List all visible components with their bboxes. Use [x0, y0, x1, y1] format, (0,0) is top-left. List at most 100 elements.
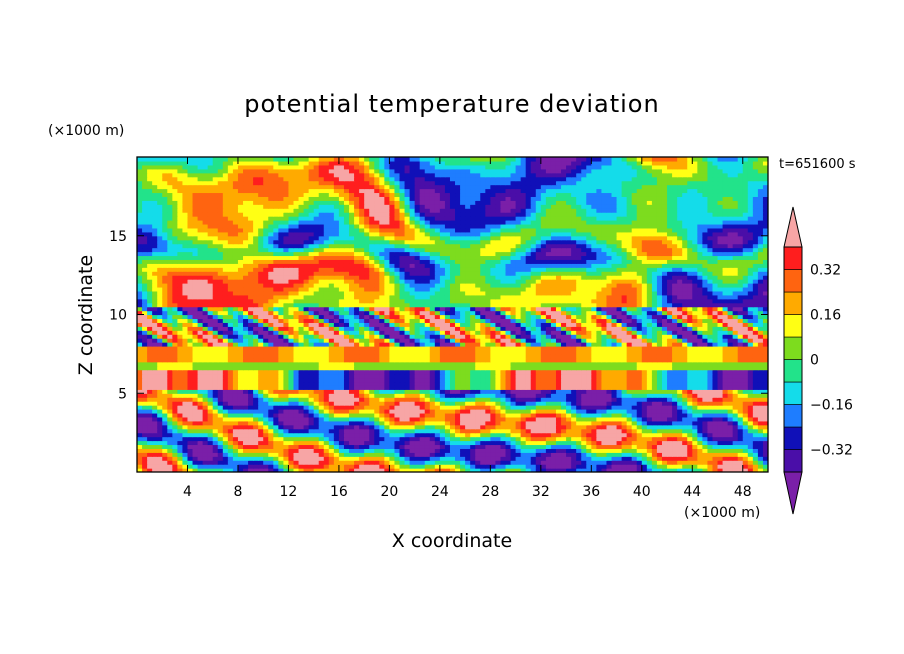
contour-cell — [455, 436, 461, 442]
contour-cell — [636, 357, 643, 363]
contour-cell — [611, 369, 618, 375]
contour-cell — [682, 460, 688, 465]
contour-cell — [525, 428, 532, 434]
contour-cell — [389, 389, 396, 394]
contour-cell — [661, 460, 668, 465]
contour-cell — [414, 342, 421, 347]
contour-cell — [475, 389, 481, 394]
contour-cell — [631, 405, 638, 410]
contour-cell — [762, 338, 768, 343]
contour-cell — [152, 412, 158, 418]
contour-cell — [475, 393, 481, 398]
contour-cell — [571, 373, 577, 379]
contour-cell — [137, 420, 143, 426]
contour-cell — [354, 361, 360, 367]
contour-cell — [566, 342, 572, 347]
contour-cell — [677, 373, 683, 379]
contour-cell — [646, 322, 653, 327]
contour-cell — [343, 346, 350, 351]
contour-cell — [576, 432, 582, 438]
contour-cell — [727, 405, 734, 410]
contour-cell — [591, 393, 597, 398]
contour-cell — [545, 357, 552, 363]
contour-cell — [697, 369, 703, 375]
contour-cell — [399, 440, 406, 446]
contour-cell — [626, 373, 633, 379]
contour-cell — [742, 460, 749, 465]
contour-cell — [566, 322, 572, 327]
contour-cell — [232, 318, 239, 323]
contour-cell — [197, 377, 204, 383]
contour-cell — [268, 361, 274, 367]
contour-cell — [268, 365, 274, 371]
contour-cell — [530, 428, 537, 434]
contour-cell — [757, 373, 764, 379]
contour-cell — [651, 397, 658, 402]
contour-cell — [288, 448, 295, 453]
contour-cell — [460, 377, 466, 383]
contour-cell — [641, 409, 648, 414]
contour-cell — [384, 377, 390, 383]
contour-cell — [596, 338, 603, 343]
contour-cell — [520, 432, 527, 438]
contour-cell — [555, 440, 562, 446]
contour-cell — [394, 405, 401, 410]
contour-cell — [449, 397, 456, 402]
contour-cell — [697, 420, 703, 426]
contour-cell — [399, 314, 406, 320]
contour-cell — [162, 452, 168, 457]
contour-cell — [232, 385, 239, 390]
contour-cell — [162, 436, 168, 442]
contour-cell — [232, 428, 239, 434]
contour-cell — [278, 444, 284, 449]
contour-cell — [212, 424, 219, 430]
contour-cell — [379, 342, 385, 347]
contour-cell — [672, 468, 678, 472]
contour-cell — [656, 365, 663, 371]
contour-cell — [566, 448, 572, 453]
contour-cell — [374, 322, 380, 327]
contour-cell — [288, 436, 295, 442]
contour-cell — [747, 334, 754, 339]
contour-cell — [157, 452, 163, 457]
contour-cell — [273, 456, 279, 461]
contour-cell — [576, 460, 582, 465]
contour-cell — [449, 353, 456, 359]
contour-cell — [177, 385, 184, 390]
contour-cell — [142, 361, 148, 367]
contour-cell — [248, 448, 254, 453]
contour-cell — [409, 416, 416, 422]
contour-cell — [717, 424, 724, 430]
contour-cell — [757, 456, 764, 461]
contour-cell — [646, 464, 653, 469]
contour-cell — [449, 330, 456, 335]
contour-cell — [460, 424, 466, 430]
contour-cell — [525, 397, 532, 402]
contour-cell — [677, 460, 683, 465]
contour-cell — [490, 326, 497, 331]
contour-cell — [288, 444, 295, 449]
contour-cell — [283, 428, 290, 434]
contour-cell — [737, 452, 744, 457]
contour-cell — [207, 361, 214, 367]
contour-cell — [682, 338, 688, 343]
contour-cell — [646, 420, 653, 426]
contour-cell — [576, 357, 582, 363]
contour-cell — [167, 342, 173, 347]
contour-cell — [475, 464, 481, 469]
contour-cell — [273, 436, 279, 442]
contour-cell — [717, 428, 724, 434]
contour-cell — [308, 456, 315, 461]
contour-cell — [369, 444, 375, 449]
contour-cell — [384, 456, 390, 461]
contour-cell — [424, 412, 431, 418]
contour-cell — [364, 349, 370, 355]
contour-cell — [142, 416, 148, 422]
contour-cell — [485, 377, 491, 383]
contour-cell — [717, 409, 724, 414]
contour-cell — [692, 424, 698, 430]
contour-cell — [712, 436, 719, 442]
contour-cell — [338, 405, 345, 410]
contour-cell — [323, 444, 330, 449]
contour-cell — [323, 405, 330, 410]
